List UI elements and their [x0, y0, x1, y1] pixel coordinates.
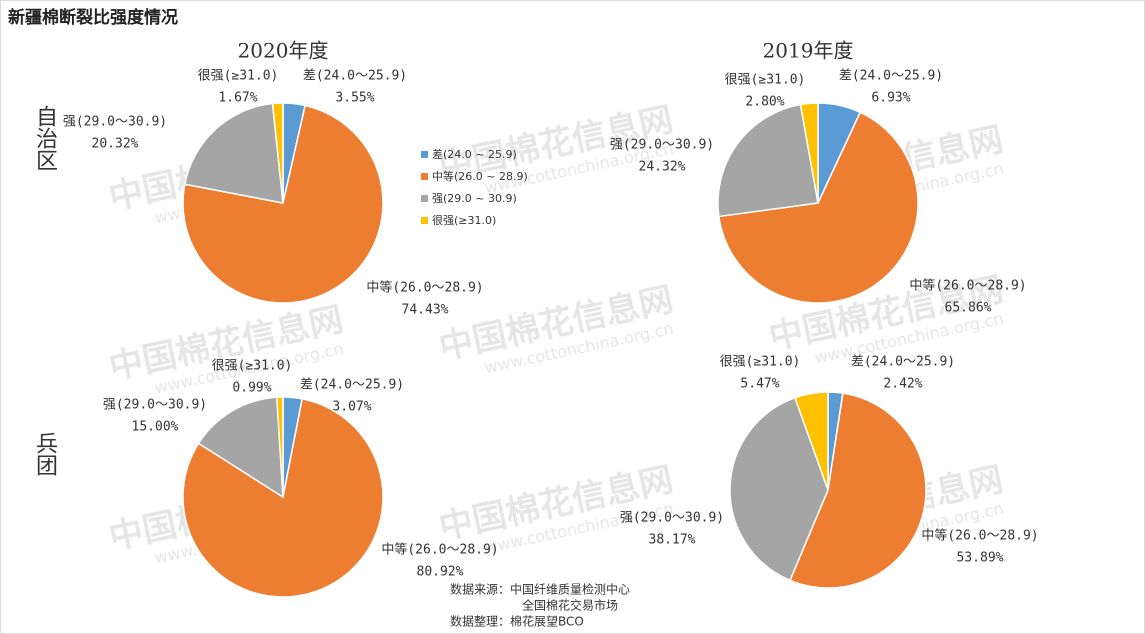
pie-slice	[789, 392, 927, 589]
slice-category: 中等(26.0～28.9)	[381, 542, 498, 558]
legend-swatch	[421, 195, 428, 202]
slice-category: 中等(26.0～28.9)	[921, 528, 1038, 544]
slice-value-label: 53.89%	[957, 551, 1004, 566]
pie-slice	[197, 396, 284, 499]
pie-slice	[182, 397, 384, 598]
pie-slice	[794, 391, 829, 491]
slice-value-label: 5.47%	[740, 377, 779, 392]
pie-slice	[717, 103, 819, 218]
chart-title: 新疆棉断裂比强度情况	[8, 7, 178, 28]
slice-value-label: 2.80%	[745, 95, 784, 110]
pie-slice	[275, 396, 284, 498]
pie-slice	[182, 104, 384, 304]
legend-label: 差(24.0 ~ 25.9)	[432, 147, 517, 161]
row-label: 自治区	[32, 105, 58, 171]
slice-value-label: 80.92%	[417, 565, 464, 580]
column-title: 2019年度	[763, 39, 854, 63]
slice-category: 中等(26.0～28.9)	[909, 278, 1026, 294]
slice-category: 强(29.0～30.9)	[610, 138, 714, 153]
slice-value-label: 65.86%	[945, 301, 992, 316]
row-label: 兵团	[32, 432, 57, 476]
slice-category: 很强(≥31.0)	[720, 355, 801, 370]
slice-category: 差(24.0～25.9)	[839, 69, 943, 84]
pie-slice	[271, 102, 284, 204]
slice-value-label: 1.67%	[218, 91, 257, 106]
watermarks: 中国棉花信息网www.cottonchina.org.cn中国棉花信息网www.…	[106, 99, 1007, 567]
slice-category: 中等(26.0～28.9)	[366, 280, 483, 296]
pie-slice	[729, 396, 829, 582]
column-title: 2020年度	[238, 39, 329, 63]
slice-value-label: 2.42%	[883, 377, 922, 392]
source: 数据来源：中国纤维质量检测中心	[450, 582, 630, 597]
slice-value-label: 0.99%	[232, 381, 271, 396]
legend-swatch	[421, 151, 428, 158]
slice-value-label: 38.17%	[649, 533, 696, 548]
slice-value-label: 15.00%	[132, 420, 179, 435]
slice-value-label: 3.55%	[335, 91, 374, 106]
pie-slice	[718, 111, 919, 304]
slice-category: 很强(≥31.0)	[212, 359, 293, 374]
slice-value-label: 20.32%	[92, 137, 139, 152]
slice-category: 很强(≥31.0)	[198, 69, 279, 84]
slice-value-label: 6.93%	[871, 91, 910, 106]
legend-swatch	[421, 217, 428, 224]
slice-category: 强(29.0～30.9)	[620, 511, 724, 526]
legend-swatch	[421, 173, 428, 180]
pie-slice	[183, 102, 284, 204]
source: 数据整理：棉花展望BCO	[450, 614, 584, 629]
slice-category: 很强(≥31.0)	[725, 73, 806, 88]
slice-category: 强(29.0～30.9)	[103, 398, 207, 413]
slice-category: 强(29.0～30.9)	[63, 115, 167, 130]
source: 全国棉花交易市场	[522, 598, 618, 613]
slice-value-label: 3.07%	[332, 400, 371, 415]
slice-value-label: 74.43%	[402, 303, 449, 318]
legend-label: 很强(≥31.0)	[432, 213, 496, 227]
pie-slice	[799, 102, 819, 204]
slice-category: 差(24.0～25.9)	[300, 378, 404, 393]
slice-category: 差(24.0～25.9)	[303, 69, 407, 84]
legend-label: 强(29.0 ~ 30.9)	[432, 192, 517, 205]
legend-label: 中等(26.0 ~ 28.9)	[432, 169, 528, 183]
slice-value-label: 24.32%	[639, 160, 686, 175]
slice-category: 差(24.0～25.9)	[851, 355, 955, 370]
